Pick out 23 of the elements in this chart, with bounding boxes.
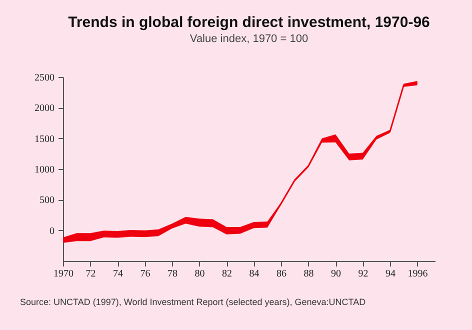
x-tick-label: 72 — [86, 268, 96, 280]
x-tick-label: 76 — [140, 268, 150, 280]
x-tick-label: 94 — [386, 268, 396, 280]
chart-subtitle: Value index, 1970 = 100 — [190, 33, 308, 45]
x-tick-label: 84 — [249, 268, 260, 280]
x-tick-label: 82 — [222, 268, 232, 280]
x-tick-label: 88 — [304, 268, 314, 280]
x-tick-label: 78 — [168, 268, 178, 280]
y-tick-label: 2000 — [34, 103, 54, 114]
y-tick-label: 1000 — [34, 164, 54, 176]
x-tick-label: 1996 — [408, 268, 428, 280]
x-tick-label: 1970 — [54, 268, 74, 280]
chart-title: Trends in global foreign direct investment, 1970-96 — [68, 14, 430, 31]
source-note: Source: UNCTAD (1997), World Investment Report (selected years), Geneva:UNCTAD — [20, 297, 366, 307]
x-tick-label: 74 — [113, 268, 124, 280]
x-tick-label: 86 — [276, 268, 287, 280]
x-tick-label: 92 — [358, 268, 368, 280]
y-tick-label: 1500 — [34, 134, 54, 145]
y-tick-label: 2500 — [34, 72, 54, 84]
y-tick-label: 0 — [50, 226, 54, 237]
x-tick-label: 90 — [331, 268, 342, 280]
y-tick-label: 500 — [40, 195, 54, 206]
x-tick-label: 80 — [194, 268, 205, 280]
